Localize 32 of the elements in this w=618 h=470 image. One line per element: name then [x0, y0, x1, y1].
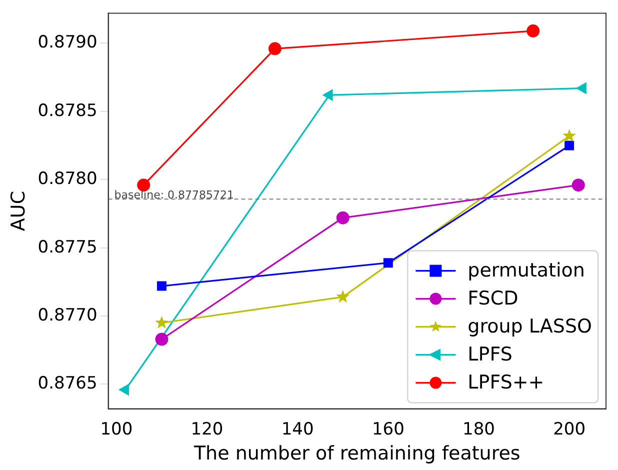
point — [336, 290, 350, 303]
point — [572, 178, 585, 192]
point — [322, 89, 333, 101]
point — [156, 281, 166, 291]
legend-label: LPFS — [468, 344, 512, 366]
x-tick-label: 160 — [372, 419, 404, 440]
y-tick-label: 0.8775 — [38, 237, 98, 258]
y-tick-label: 0.8780 — [38, 169, 98, 190]
point — [564, 140, 574, 150]
point — [155, 316, 168, 329]
point — [268, 42, 282, 56]
legend-label: permutation — [468, 260, 585, 282]
x-tick-label: 100 — [100, 419, 133, 440]
point — [562, 128, 576, 142]
ref-line-label: baseline: 0.87785721 — [114, 188, 234, 202]
x-tick-label: 120 — [190, 419, 224, 440]
legend-label: group LASSO — [468, 316, 592, 338]
x-axis-title: The number of remaining features — [192, 442, 520, 465]
x-tick-label: 140 — [281, 419, 314, 440]
legend-label: LPFS++ — [468, 372, 544, 394]
point — [526, 24, 540, 38]
y-axis-title: AUC — [7, 190, 30, 232]
legend-label: FSCD — [468, 288, 518, 310]
y-tick-label: 0.8790 — [38, 32, 98, 53]
point — [383, 258, 393, 268]
y-tick-label: 0.8785 — [38, 100, 98, 121]
y-tick-label: 0.8765 — [38, 374, 98, 394]
x-tick-label: 180 — [462, 419, 495, 440]
point — [155, 332, 168, 346]
y-tick-label: 0.8770 — [38, 305, 98, 326]
point — [336, 211, 350, 224]
x-tick-label: 200 — [553, 419, 586, 440]
